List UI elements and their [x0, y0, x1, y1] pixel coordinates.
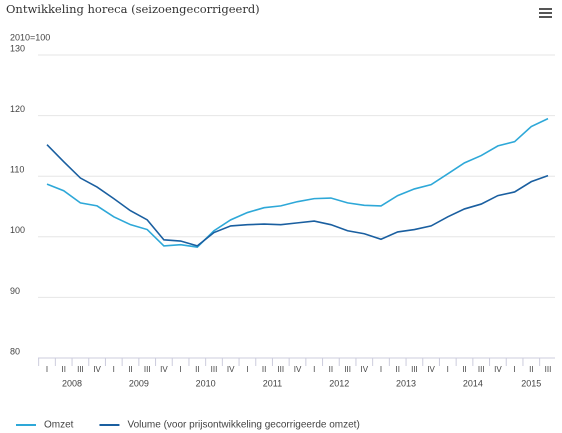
- x-tick-label: IV: [160, 365, 168, 374]
- x-tick-label: I: [447, 365, 449, 374]
- x-tick-label: I: [179, 365, 181, 374]
- x-tick-label: II: [329, 365, 333, 374]
- chart-title: Ontwikkeling horeca (seizoengecorrigeerd…: [6, 2, 260, 16]
- legend-label: Omzet: [44, 420, 74, 431]
- year-label: 2009: [129, 378, 149, 388]
- x-tick-label: III: [277, 365, 284, 374]
- x-tick-label: I: [46, 365, 48, 374]
- x-tick-label: IV: [93, 365, 101, 374]
- x-tick-label: IV: [427, 365, 435, 374]
- x-tick-label: I: [513, 365, 515, 374]
- y-tick-label: 80: [10, 346, 20, 356]
- menu-bar[interactable]: [539, 12, 552, 14]
- x-tick-label: II: [395, 365, 399, 374]
- x-tick-label: II: [195, 365, 199, 374]
- x-tick-label: III: [545, 365, 552, 374]
- year-label: 2012: [329, 378, 349, 388]
- year-label: 2014: [463, 378, 483, 388]
- menu-bar[interactable]: [539, 16, 552, 18]
- x-tick-label: II: [262, 365, 266, 374]
- x-tick-label: I: [246, 365, 248, 374]
- y-tick-label: 130: [10, 43, 25, 53]
- x-tick-label: III: [211, 365, 218, 374]
- x-tick-label: II: [529, 365, 533, 374]
- x-tick-label: I: [313, 365, 315, 374]
- y-tick-label: 120: [10, 104, 25, 114]
- x-tick-label: III: [144, 365, 151, 374]
- x-tick-label: I: [380, 365, 382, 374]
- x-tick-label: III: [478, 365, 485, 374]
- year-label: 2010: [196, 378, 216, 388]
- x-tick-label: III: [344, 365, 351, 374]
- y-tick-label: 100: [10, 225, 25, 235]
- year-label: 2013: [396, 378, 416, 388]
- y-tick-label: 110: [10, 165, 24, 175]
- y-tick-label: 90: [10, 286, 20, 296]
- x-tick-label: I: [113, 365, 115, 374]
- year-label: 2008: [62, 378, 82, 388]
- menu-icon[interactable]: [539, 8, 552, 18]
- x-tick-label: IV: [494, 365, 502, 374]
- chart-subtitle: 2010=100: [10, 32, 50, 42]
- year-label: 2011: [263, 378, 282, 388]
- series-line: [46, 117, 549, 248]
- x-tick-label: IV: [294, 365, 302, 374]
- x-tick-label: II: [61, 365, 65, 374]
- x-tick-label: II: [462, 365, 466, 374]
- x-tick-label: II: [128, 365, 132, 374]
- x-tick-label: IV: [361, 365, 369, 374]
- legend-label: Volume (voor prijsontwikkeling gecorrige…: [127, 420, 359, 431]
- x-tick-label: III: [77, 365, 84, 374]
- x-tick-label: IV: [227, 365, 235, 374]
- series-line: [46, 144, 549, 247]
- year-label: 2015: [521, 378, 541, 388]
- menu-bar[interactable]: [539, 8, 552, 10]
- x-tick-label: III: [411, 365, 418, 374]
